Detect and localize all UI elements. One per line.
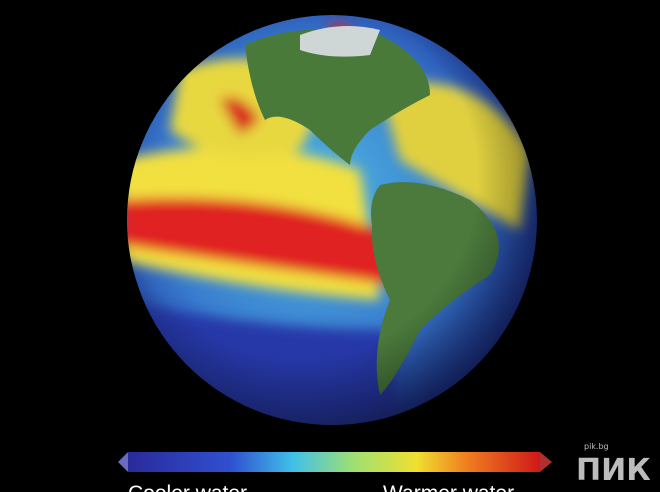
color-legend: Cooler water Warmer water: [118, 452, 552, 492]
globe: [127, 15, 537, 425]
color-scale: [128, 452, 540, 472]
watermark-site: pik.bg: [584, 442, 609, 451]
right-arrow: [540, 452, 552, 472]
watermark-logo: ПИК: [576, 453, 651, 488]
left-arrow: [118, 452, 128, 472]
warmer-label: Warmer water: [383, 482, 514, 492]
cooler-label: Cooler water: [128, 482, 247, 492]
watermark: pik.bg ПИК: [576, 442, 651, 488]
